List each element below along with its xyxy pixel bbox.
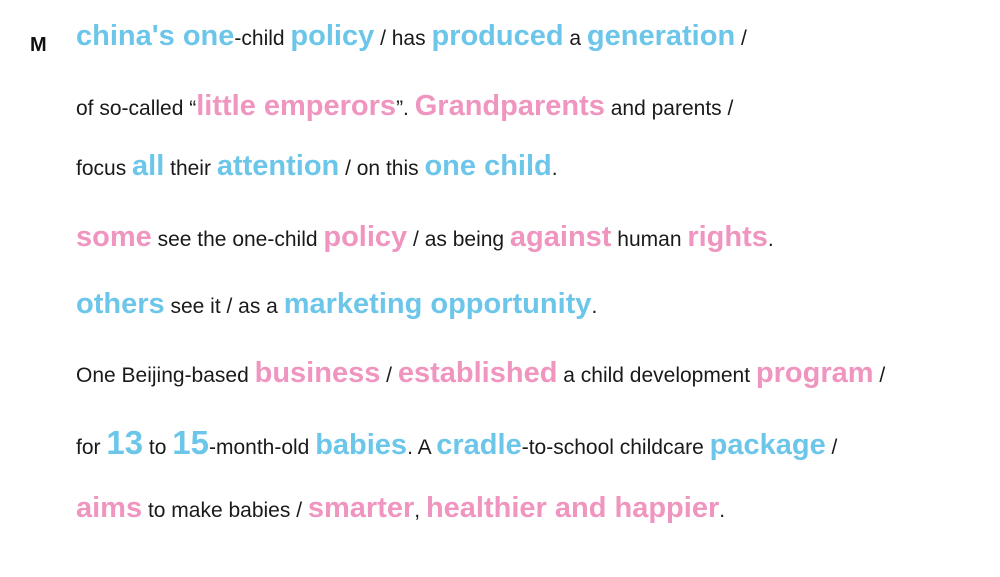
transcript-text: / [735, 27, 747, 50]
highlighted-word: program [755, 357, 874, 389]
highlighted-word: policy [290, 20, 375, 52]
highlighted-word: one child [424, 150, 552, 182]
highlighted-word: some [76, 221, 152, 253]
transcript-text: / has [374, 27, 432, 50]
transcript-line-1: china's one-child policy / has produced … [76, 22, 747, 51]
transcript-text: their [164, 157, 217, 180]
highlighted-word: package [709, 429, 826, 461]
highlighted-word: 15 [172, 424, 209, 461]
highlighted-word: 13 [106, 424, 144, 461]
transcript-line-8: aims to make babies / smarter, healthier… [76, 494, 725, 523]
transcript-text: to make babies / [142, 499, 308, 522]
highlighted-word: rights [687, 221, 768, 253]
transcript-text: / as being [407, 228, 510, 251]
transcript-line-4: some see the one-child policy / as being… [76, 223, 774, 252]
transcript-line-6: One Beijing-based business / established… [76, 359, 885, 388]
transcript-text: . A [407, 436, 437, 459]
transcript-text: ”. [396, 97, 415, 120]
transcript-text: a child development [557, 364, 756, 387]
transcript-text: / [873, 364, 886, 387]
speaker-label: M [30, 34, 47, 56]
highlighted-word: attention [216, 150, 340, 182]
highlighted-word: babies [315, 429, 408, 461]
transcript-text: One Beijing-based [76, 364, 255, 387]
transcript-text: of so-called “ [76, 97, 197, 120]
highlighted-word: business [254, 357, 381, 389]
transcript-line-7: for 13 to 15-month-old babies. A cradle-… [76, 426, 837, 460]
transcript-line-5: others see it / as a marketing opportuni… [76, 290, 597, 319]
highlighted-word: Grandparents [414, 90, 605, 122]
transcript-text: see the one-child [151, 228, 324, 251]
highlighted-word: generation [586, 20, 736, 52]
highlighted-word: china's one [76, 20, 235, 52]
highlighted-word: little emperors [196, 90, 397, 122]
transcript-text: . [767, 228, 774, 251]
transcript-text: to [143, 436, 173, 459]
transcript-text: see it / as a [164, 295, 284, 318]
highlighted-word: others [76, 288, 165, 320]
transcript-text: , [414, 499, 426, 522]
transcript-text: / on this [339, 157, 425, 180]
highlighted-word: healthier and happier [425, 492, 720, 524]
transcript-text: and parents / [604, 97, 734, 120]
transcript-text: -to-school childcare [521, 436, 710, 459]
transcript-text: / [825, 436, 838, 459]
highlighted-word: policy [323, 221, 408, 253]
transcript-text: -month-old [208, 436, 316, 459]
transcript-text: a [563, 27, 587, 50]
highlighted-word: aims [76, 492, 143, 524]
highlighted-word: all [132, 150, 165, 182]
transcript-text: / [380, 364, 398, 387]
transcript-text: -child [234, 27, 291, 50]
transcript-text: focus [76, 157, 133, 180]
highlighted-word: cradle [436, 429, 522, 461]
transcript-text: . [551, 157, 558, 180]
highlighted-word: against [509, 221, 612, 253]
transcript-text: for [76, 436, 107, 459]
highlighted-word: smarter [307, 492, 415, 524]
transcript-text: human [611, 228, 688, 251]
transcript-text: . [719, 499, 726, 522]
transcript-line-2: of so-called “little emperors”. Grandpar… [76, 92, 733, 121]
highlighted-word: produced [431, 20, 564, 52]
highlighted-word: marketing opportunity [283, 288, 592, 320]
transcript-line-3: focus all their attention / on this one … [76, 152, 558, 181]
highlighted-word: established [397, 357, 558, 389]
transcript-text: . [591, 295, 598, 318]
